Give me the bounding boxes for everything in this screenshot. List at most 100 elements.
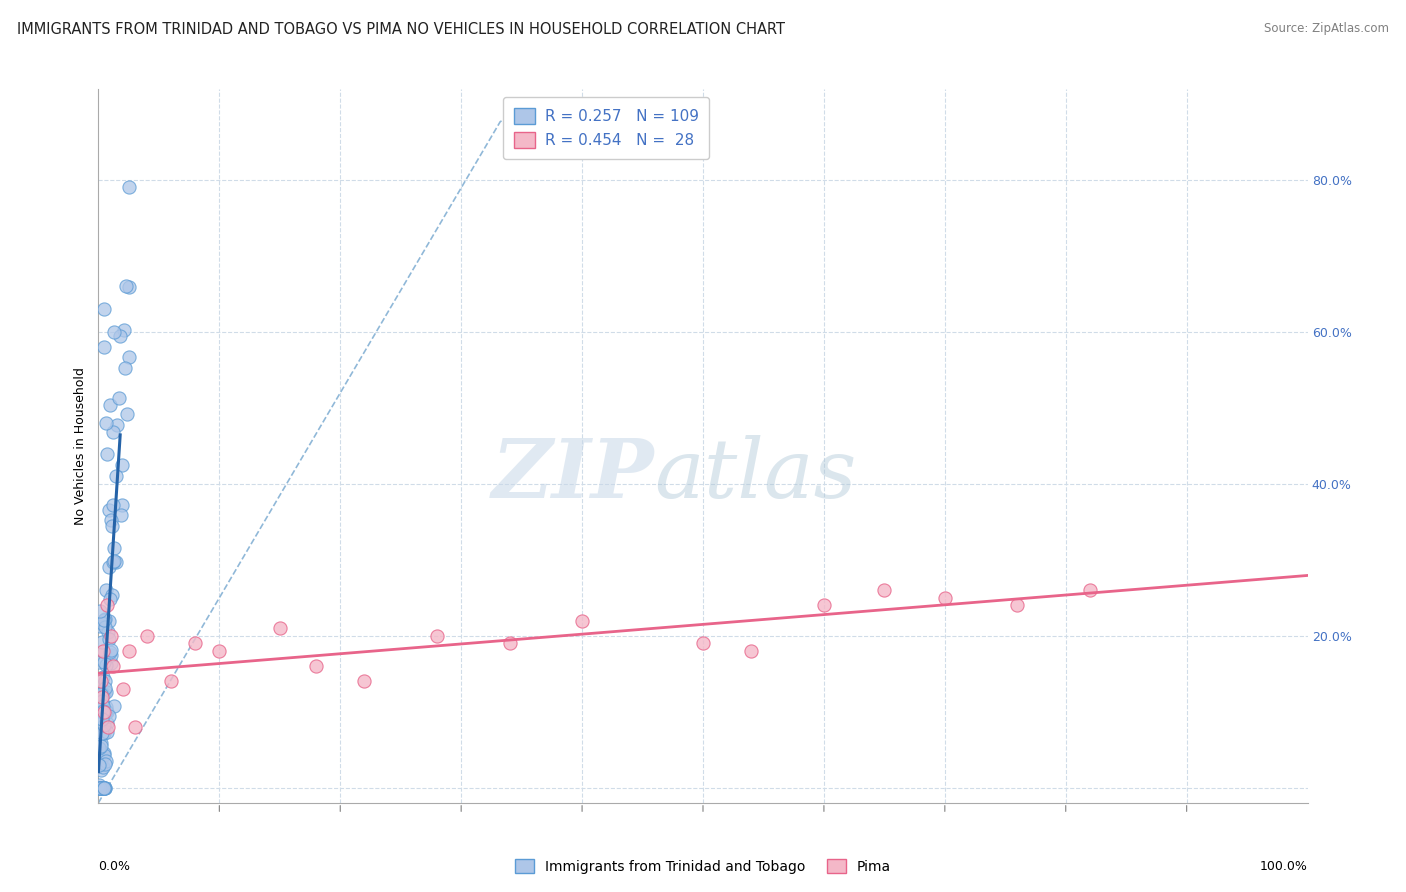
Point <box>101 659 124 673</box>
Point <box>91 747 114 762</box>
Point <box>90 763 112 777</box>
Point <box>91 644 114 658</box>
Point <box>100 656 122 670</box>
Point <box>97 720 120 734</box>
Point <box>98 614 121 628</box>
Text: atlas: atlas <box>655 434 858 515</box>
Point <box>91 694 114 708</box>
Point <box>90 687 112 701</box>
Point <box>90 736 112 750</box>
Point <box>105 556 128 570</box>
Point <box>97 625 120 640</box>
Point <box>93 726 115 740</box>
Point <box>111 498 134 512</box>
Point <box>90 712 112 726</box>
Point <box>87 780 110 795</box>
Point <box>87 656 110 670</box>
Point <box>117 280 139 294</box>
Point <box>103 325 125 339</box>
Point <box>498 636 520 650</box>
Text: Source: ZipAtlas.com: Source: ZipAtlas.com <box>1264 22 1389 36</box>
Point <box>91 780 114 795</box>
Point <box>184 636 207 650</box>
Point <box>97 559 120 574</box>
Point <box>97 709 120 723</box>
Point <box>87 780 110 795</box>
Point <box>91 725 114 739</box>
Point <box>96 599 118 613</box>
Point <box>98 591 121 606</box>
Point <box>94 756 117 771</box>
Point <box>692 636 714 650</box>
Point <box>1007 599 1029 613</box>
Point <box>111 681 134 696</box>
Point <box>93 612 115 626</box>
Legend: R = 0.257   N = 109, R = 0.454   N =  28: R = 0.257 N = 109, R = 0.454 N = 28 <box>503 97 709 159</box>
Point <box>94 705 117 719</box>
Point <box>94 685 117 699</box>
Point <box>96 724 118 739</box>
Point <box>208 644 231 658</box>
Point <box>117 408 139 422</box>
Point <box>934 591 956 605</box>
Point <box>89 780 111 795</box>
Point <box>89 604 111 618</box>
Point <box>93 645 115 659</box>
Point <box>93 780 115 795</box>
Point <box>93 613 115 627</box>
Point <box>93 619 115 633</box>
Point <box>89 778 111 792</box>
Point <box>89 702 111 716</box>
Point <box>103 699 125 714</box>
Point <box>90 739 112 753</box>
Point <box>90 616 112 631</box>
Point <box>90 780 112 795</box>
Point <box>93 746 115 760</box>
Point <box>135 629 157 643</box>
Point <box>96 447 118 461</box>
Point <box>87 757 110 772</box>
Point <box>105 468 128 483</box>
Point <box>94 754 117 768</box>
Point <box>91 670 114 684</box>
Point <box>269 621 291 635</box>
Point <box>111 458 134 473</box>
Text: IMMIGRANTS FROM TRINIDAD AND TOBAGO VS PIMA NO VEHICLES IN HOUSEHOLD CORRELATION: IMMIGRANTS FROM TRINIDAD AND TOBAGO VS P… <box>17 22 785 37</box>
Point <box>91 698 114 713</box>
Point <box>101 425 124 440</box>
Point <box>96 705 118 719</box>
Point <box>93 686 115 700</box>
Point <box>93 673 115 688</box>
Point <box>93 780 115 795</box>
Point <box>89 672 111 686</box>
Point <box>90 674 112 689</box>
Point <box>107 392 129 406</box>
Point <box>94 780 117 795</box>
Point <box>89 619 111 633</box>
Point <box>103 554 125 568</box>
Point <box>110 508 132 523</box>
Point <box>94 582 117 597</box>
Point <box>90 686 112 700</box>
Point <box>93 340 115 354</box>
Point <box>94 658 117 673</box>
Text: ZIP: ZIP <box>492 434 655 515</box>
Point <box>93 705 115 719</box>
Point <box>305 659 328 673</box>
Text: 100.0%: 100.0% <box>1260 860 1308 873</box>
Point <box>426 629 449 643</box>
Point <box>101 498 124 512</box>
Point <box>91 704 114 718</box>
Point <box>94 416 117 430</box>
Point <box>100 648 122 662</box>
Point <box>101 555 124 569</box>
Point <box>118 644 141 658</box>
Point <box>101 588 124 602</box>
Point <box>89 780 111 795</box>
Point <box>93 718 115 732</box>
Point <box>100 519 122 533</box>
Point <box>93 780 115 795</box>
Y-axis label: No Vehicles in Household: No Vehicles in Household <box>75 368 87 524</box>
Point <box>89 780 111 795</box>
Point <box>98 632 121 646</box>
